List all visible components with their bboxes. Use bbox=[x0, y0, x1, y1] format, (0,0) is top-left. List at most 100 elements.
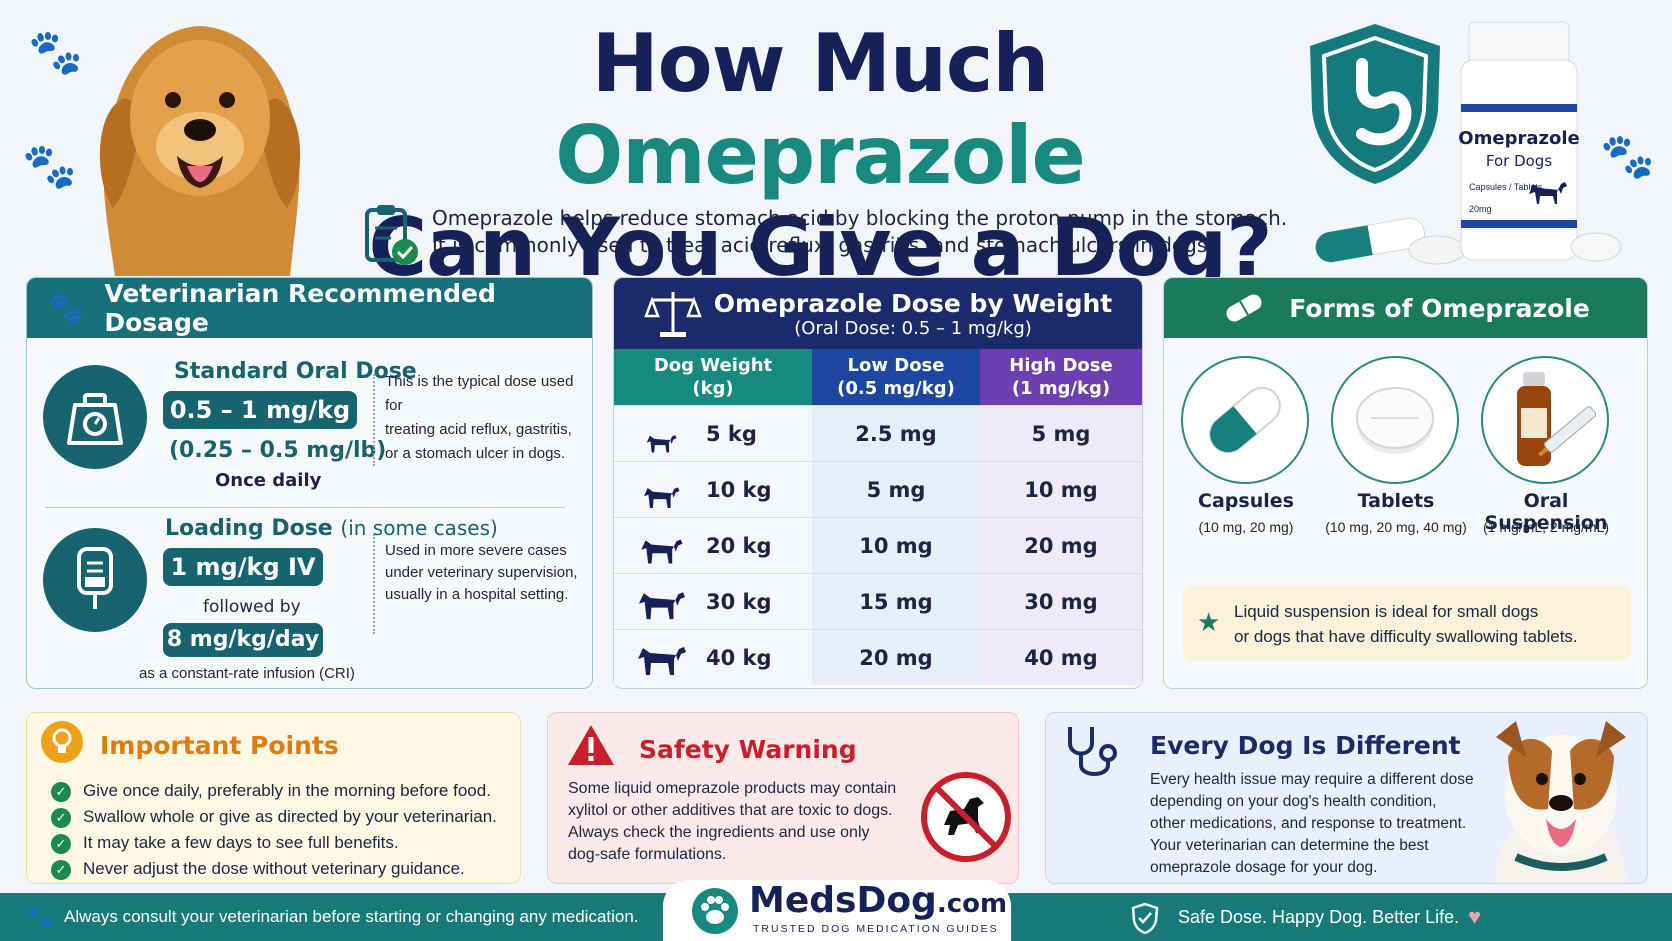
dog-silhouette-icon bbox=[641, 538, 683, 564]
loading-dose-iv: 1 mg/kg IV bbox=[163, 548, 323, 586]
dog-silhouette-icon bbox=[638, 591, 685, 619]
scale-icon-circle bbox=[43, 365, 147, 469]
tablets-sizes: (10 mg, 20 mg, 40 mg) bbox=[1325, 519, 1467, 535]
dose-table-subtitle: (Oral Dose: 0.5 – 1 mg/kg) bbox=[794, 318, 1032, 339]
dog-silhouette-icon bbox=[646, 434, 677, 453]
col-header-high: High Dose (1 mg/kg) bbox=[980, 349, 1142, 405]
weight-cell: 30 kg bbox=[614, 574, 812, 629]
clipboard-check-icon bbox=[365, 205, 418, 265]
loading-dose-desc: Used in more severe cases under veterina… bbox=[385, 542, 578, 603]
high-dose-cell: 40 mg bbox=[980, 630, 1142, 685]
medication-bottle: Omeprazole For Dogs Capsules / Tablets 2… bbox=[1455, 20, 1583, 262]
table-row: 20 kg 10 mg 20 mg bbox=[614, 517, 1142, 573]
safety-warning-title: Safety Warning bbox=[639, 735, 857, 764]
shield-check-icon bbox=[1131, 902, 1159, 934]
paw-icon: 🐾 bbox=[47, 290, 85, 326]
oral-suspension-image bbox=[1481, 356, 1609, 484]
important-point: It may take a few days to see full benef… bbox=[83, 833, 399, 852]
standard-dose-desc: This is the typical dose used for treati… bbox=[385, 373, 574, 462]
check-icon: ✓ bbox=[51, 808, 71, 828]
low-dose-cell: 15 mg bbox=[812, 574, 980, 629]
divider bbox=[373, 374, 375, 466]
high-dose-cell: 5 mg bbox=[980, 406, 1142, 461]
dose-table: Dog Weight (kg) Low Dose (0.5 mg/kg) High … bbox=[614, 349, 1142, 685]
divider bbox=[373, 534, 375, 634]
pills-image bbox=[1315, 217, 1466, 265]
weight-cell: 5 kg bbox=[614, 406, 812, 461]
brand-name: MedsDog.com bbox=[749, 880, 1008, 921]
high-dose-cell: 30 mg bbox=[980, 574, 1142, 629]
jack-russell-image bbox=[1496, 721, 1626, 883]
every-dog-title: Every Dog Is Different bbox=[1150, 731, 1461, 760]
paw-decoration-icon: 🐾 bbox=[1600, 132, 1655, 181]
iv-bag-icon bbox=[77, 547, 113, 609]
every-dog-text: Every health issue may require a differe… bbox=[1150, 771, 1474, 876]
table-row: 10 kg 5 mg 10 mg bbox=[614, 461, 1142, 517]
followed-by-text: followed by bbox=[203, 597, 301, 617]
tablets-label: Tablets bbox=[1357, 490, 1435, 512]
heart-icon: ♥ bbox=[1468, 904, 1482, 929]
section-divider bbox=[45, 507, 565, 508]
paw-decoration-icon: 🐾 bbox=[28, 28, 83, 77]
capsules-image bbox=[1181, 356, 1309, 484]
check-icon: ✓ bbox=[51, 834, 71, 854]
capsule-icon bbox=[1226, 294, 1262, 322]
golden-retriever-image bbox=[99, 26, 301, 276]
warning-triangle-icon bbox=[568, 725, 614, 765]
dose-table-title: Omeprazole Dose by Weight bbox=[713, 289, 1113, 318]
col-header-low: Low Dose (0.5 mg/kg) bbox=[812, 349, 980, 405]
low-dose-cell: 10 mg bbox=[812, 518, 980, 573]
loading-dose-cri: 8 mg/kg/day bbox=[163, 623, 323, 657]
bottle-label-for: For Dogs bbox=[1485, 152, 1553, 170]
paw-logo-icon bbox=[692, 888, 738, 934]
tablet-image bbox=[1570, 232, 1622, 262]
lightbulb-icon bbox=[41, 721, 83, 763]
table-row: 30 kg 15 mg 30 mg bbox=[614, 573, 1142, 629]
forms-panel-header: Forms of Omeprazole bbox=[1164, 278, 1647, 338]
check-icon: ✓ bbox=[51, 860, 71, 880]
suspension-note: ★ Liquid suspension is ideal for small d… bbox=[1183, 585, 1631, 661]
dog-silhouette-icon bbox=[638, 646, 686, 675]
low-dose-cell: 20 mg bbox=[812, 630, 980, 685]
safety-warning-box: Safety Warning Some liquid omeprazole pr… bbox=[547, 712, 1019, 884]
important-points-title: Important Points bbox=[100, 731, 339, 760]
tablets-image bbox=[1331, 356, 1459, 484]
star-icon: ★ bbox=[1197, 607, 1221, 637]
dog-silhouette-icon bbox=[643, 486, 680, 508]
cri-note: as a constant-rate infusion (CRI) bbox=[139, 665, 355, 682]
stethoscope-icon bbox=[1068, 727, 1117, 776]
paw-decoration-icon: 🐾 bbox=[22, 142, 77, 191]
important-point: Never adjust the dose without veterinary… bbox=[83, 859, 465, 878]
iv-icon-circle bbox=[43, 528, 147, 632]
capsules-label: Capsules bbox=[1198, 490, 1294, 512]
paw-icon: 🐾 bbox=[26, 904, 54, 929]
table-row: 5 kg 2.5 mg 5 mg bbox=[614, 405, 1142, 461]
low-dose-cell: 5 mg bbox=[812, 462, 980, 517]
footer-slogan: Safe Dose. Happy Dog. Better Life. bbox=[1178, 907, 1460, 927]
bottle-label-sub: Capsules / Tablets bbox=[1469, 182, 1543, 192]
loading-dose-heading: Loading Dose (in some cases) bbox=[165, 516, 498, 541]
balance-scale-icon bbox=[643, 292, 702, 337]
high-dose-cell: 20 mg bbox=[980, 518, 1142, 573]
dosage-panel: 🐾 Veterinarian Recommended Dosage Standa… bbox=[26, 277, 593, 689]
suspension-note-line2: or dogs that have difficulty swallowing … bbox=[1234, 627, 1578, 646]
forms-panel-title: Forms of Omeprazole bbox=[1289, 293, 1590, 323]
col-header-weight: Dog Weight (kg) bbox=[614, 349, 812, 405]
footer-disclaimer: Always consult your veterinarian before … bbox=[64, 907, 639, 926]
brand-tagline: TRUSTED DOG MEDICATION GUIDES bbox=[753, 923, 999, 935]
suspension-note-line1: Liquid suspension is ideal for small dog… bbox=[1234, 602, 1539, 621]
bottle-label-name: Omeprazole bbox=[1458, 128, 1580, 149]
no-toxic-dog-icon bbox=[921, 772, 1011, 862]
standard-dose-value: 0.5 – 1 mg/kg bbox=[163, 391, 357, 429]
bottle-label-dose: 20mg bbox=[1469, 204, 1492, 214]
weight-cell: 40 kg bbox=[614, 630, 812, 685]
oral-suspension-label: Oral Suspension bbox=[1484, 490, 1608, 534]
standard-dose-heading: Standard Oral Dose bbox=[174, 359, 417, 384]
dose-table-head: Dog Weight (kg) Low Dose (0.5 mg/kg) High … bbox=[614, 349, 1142, 405]
dosage-panel-header: 🐾 Veterinarian Recommended Dosage bbox=[27, 278, 592, 338]
dose-table-header: Omeprazole Dose by Weight (Oral Dose: 0.… bbox=[614, 278, 1142, 350]
brand-logo[interactable]: MedsDog.com TRUSTED DOG MEDICATION GUIDE… bbox=[663, 880, 1011, 941]
standard-dose-lb: (0.25 – 0.5 mg/lb) bbox=[169, 438, 387, 463]
weight-cell: 10 kg bbox=[614, 462, 812, 517]
low-dose-cell: 2.5 mg bbox=[812, 406, 980, 461]
